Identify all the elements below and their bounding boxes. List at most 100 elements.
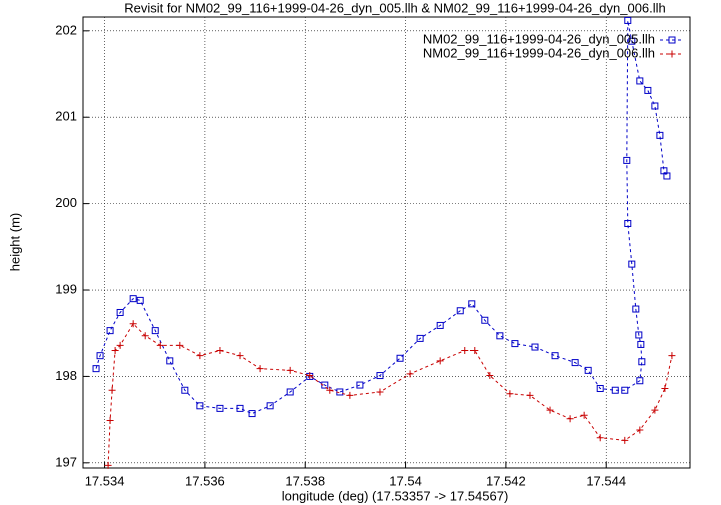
point-marker [624,16,632,24]
point-marker [628,37,636,45]
point-marker [356,381,364,389]
point-marker [321,381,329,389]
point-marker [116,341,124,349]
point-marker [326,386,334,394]
point-marker [621,386,629,394]
point-marker [668,352,676,360]
legend-marker [668,50,676,58]
point-marker [236,404,244,412]
x-axis-label: longitude (deg) (17.53357 -> 17.54567) [282,488,509,503]
point-marker [661,385,669,393]
point-marker [108,386,116,394]
point-marker [196,402,204,410]
point-marker [468,300,476,308]
point-marker [628,260,636,268]
x-tick-label: 17.538 [285,473,325,488]
point-marker [106,416,114,424]
legend-label: NM02_99_116+1999-04-26_dyn_005.llh [423,31,655,46]
point-marker [256,365,264,373]
x-tick-label: 17.536 [185,473,225,488]
point-marker [551,352,559,360]
point-marker [637,340,645,348]
point-marker [636,377,644,385]
point-marker [471,346,479,354]
point-marker [656,131,664,139]
point-marker [116,308,124,316]
point-marker [580,411,588,419]
point-marker [496,332,504,340]
point-marker [623,156,631,164]
point-marker [129,320,137,328]
point-marker [166,357,174,365]
legend-label: NM02_99_116+1999-04-26_dyn_006.llh [423,45,655,60]
point-marker [104,461,112,469]
point-marker [611,386,619,394]
point-marker [636,426,644,434]
point-marker [546,406,554,414]
point-marker [176,341,184,349]
point-marker [181,386,189,394]
point-marker [506,390,514,398]
point-marker [436,321,444,329]
point-marker [216,346,224,354]
point-marker [396,354,404,362]
point-marker [461,346,469,354]
point-marker [481,316,489,324]
x-tick-label: 17.534 [85,473,125,488]
point-marker [248,410,256,418]
point-marker [216,404,224,412]
point-marker [511,340,519,348]
point-marker [526,391,534,399]
point-marker [566,415,574,423]
point-marker [346,391,354,399]
point-marker [376,388,384,396]
point-marker [406,370,414,378]
point-marker [596,434,604,442]
point-marker [636,77,644,85]
y-axis-label: height (m) [7,213,22,272]
point-marker [571,359,579,367]
point-marker [644,86,652,94]
point-marker [376,372,384,380]
series-line [107,322,673,466]
point-marker [306,372,314,380]
point-marker [584,366,592,374]
point-marker [624,219,632,227]
point-marker [106,327,114,335]
y-tick-label: 200 [55,195,77,210]
point-marker [92,365,100,373]
point-marker [651,102,659,110]
y-tick-label: 197 [55,454,77,469]
point-marker [236,352,244,360]
point-marker [596,385,604,393]
series-line [95,20,668,415]
point-marker [486,372,494,380]
x-tick-label: 17.54 [389,473,422,488]
point-marker [436,357,444,365]
point-marker [651,406,659,414]
y-tick-label: 199 [55,281,77,296]
point-marker [632,305,640,313]
point-marker [136,296,144,304]
point-marker [663,172,671,180]
x-tick-label: 17.542 [486,473,526,488]
legend-marker [668,36,676,44]
y-tick-label: 198 [55,368,77,383]
point-marker [196,352,204,360]
point-marker [286,388,294,396]
point-marker [266,402,274,410]
y-tick-label: 201 [55,109,77,124]
point-marker [141,332,149,340]
point-marker [635,331,643,339]
point-marker [416,334,424,342]
point-marker [286,366,294,374]
point-marker [156,341,164,349]
plot-frame [82,16,691,469]
point-marker [129,295,137,303]
point-marker [151,327,159,335]
chart-title: Revisit for NM02_99_116+1999-04-26_dyn_0… [124,0,666,15]
point-marker [111,346,119,354]
point-marker [621,436,629,444]
point-marker [456,307,464,315]
